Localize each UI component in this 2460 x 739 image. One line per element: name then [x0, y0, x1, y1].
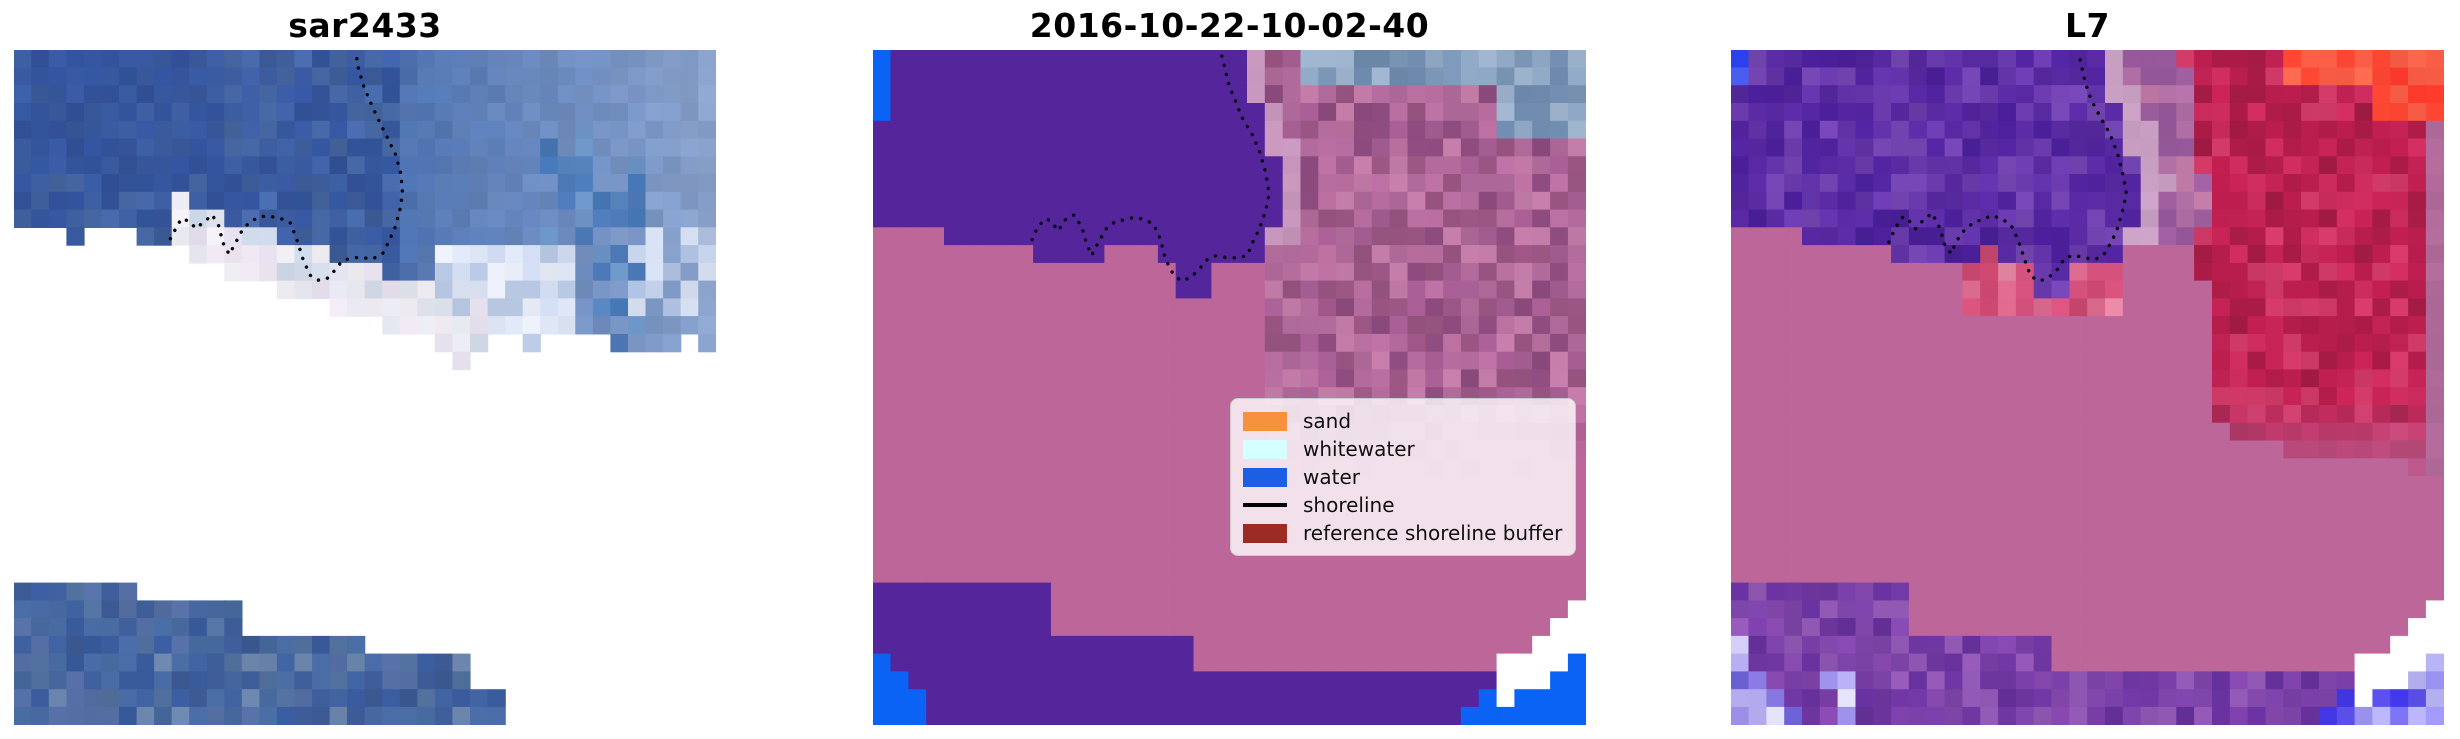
legend-label: sand: [1303, 409, 1352, 433]
legend-label: whitewater: [1303, 437, 1415, 461]
shoreline-dotted-line: [168, 52, 405, 282]
legend: sand whitewater water shoreline referenc…: [1230, 398, 1576, 556]
panel-image-2: [1731, 50, 2444, 725]
shoreline-dotted-line: [1887, 54, 2129, 283]
legend-swatch-water: [1243, 467, 1287, 487]
panel-title-l7: L7: [2065, 6, 2110, 45]
legend-swatch-shoreline-line: [1243, 503, 1287, 507]
panel-sar2433: [14, 50, 716, 725]
legend-swatch-buffer: [1243, 523, 1287, 543]
legend-item-water: water: [1243, 464, 1563, 490]
panel-title-classified: 2016-10-22-10-02-40: [1029, 6, 1430, 45]
panel-image-1: [873, 50, 1586, 725]
legend-label: shoreline: [1303, 493, 1395, 517]
panel-l7: [1731, 50, 2444, 725]
panel-image-0: [14, 50, 716, 725]
legend-label: water: [1303, 465, 1360, 489]
panel-title-sar2433: sar2433: [288, 6, 442, 45]
legend-item-sand: sand: [1243, 408, 1563, 434]
legend-item-reference-shoreline-buffer: reference shoreline buffer: [1243, 520, 1563, 546]
panel-classified: sand whitewater water shoreline referenc…: [873, 50, 1586, 725]
legend-item-shoreline: shoreline: [1243, 492, 1563, 518]
legend-swatch-sand: [1243, 411, 1287, 431]
legend-label: reference shoreline buffer: [1303, 521, 1563, 545]
legend-item-whitewater: whitewater: [1243, 436, 1563, 462]
legend-swatch-whitewater: [1243, 439, 1287, 459]
